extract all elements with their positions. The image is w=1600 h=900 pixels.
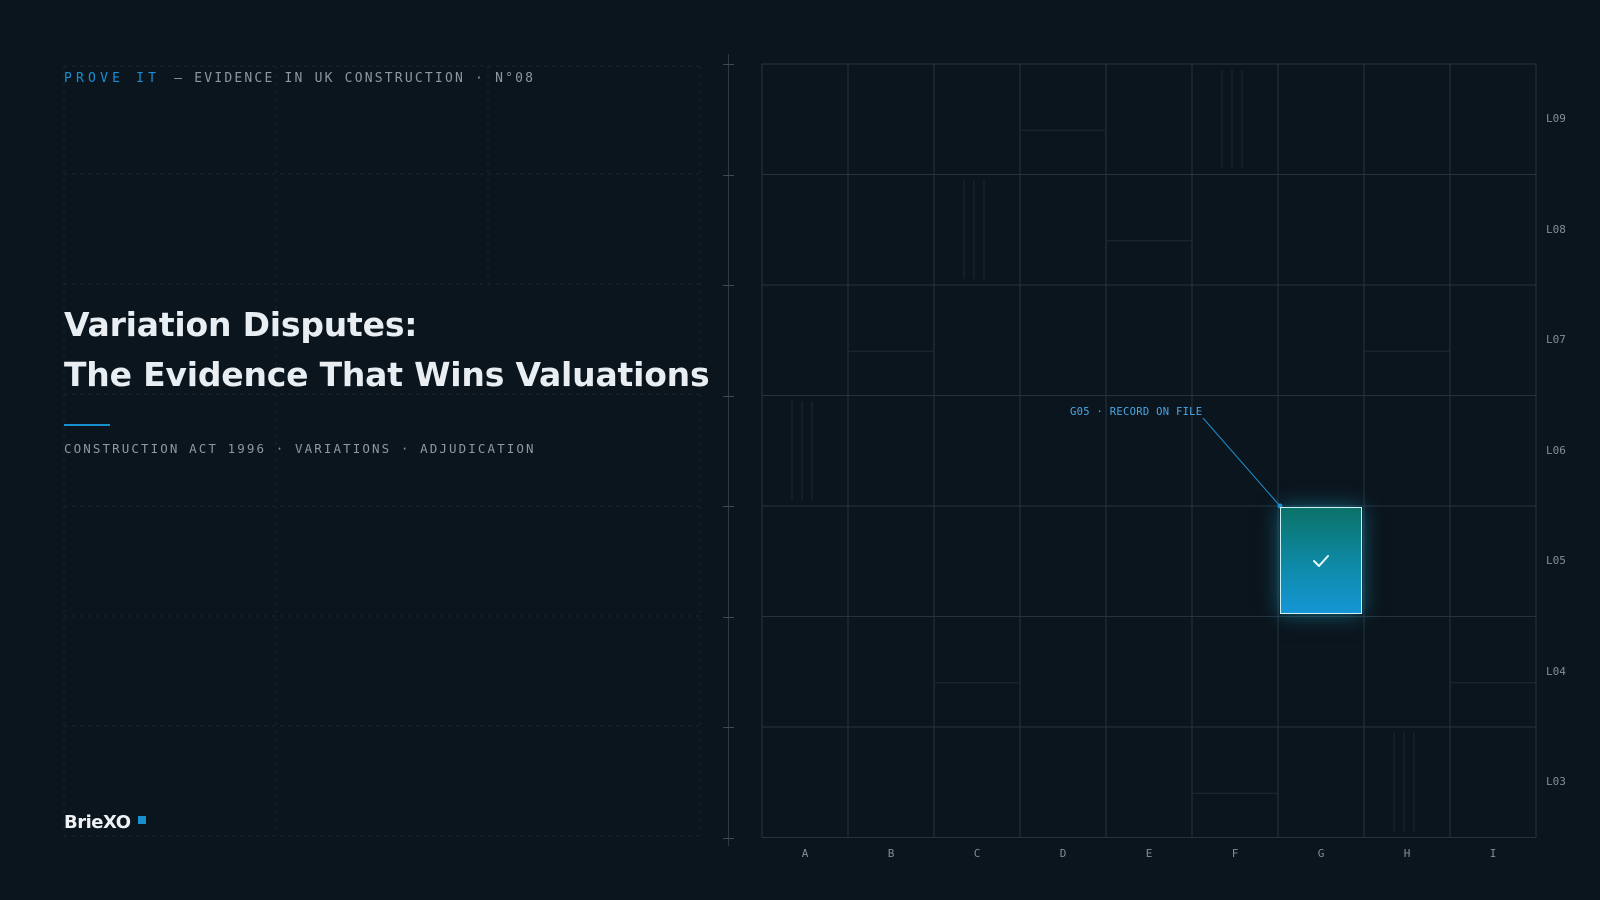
series-kicker: PROVE IT — EVIDENCE IN UK CONSTRUCTION · … [64,71,535,86]
series-subtitle: — EVIDENCE IN UK CONSTRUCTION · N°08 [174,71,536,86]
row-label-l04: L04 [1546,664,1566,678]
page-title: Variation Disputes: The Evidence That Wi… [64,300,710,400]
column-label-d: D [1059,847,1067,860]
ruler-tick [723,616,734,618]
ruler-tick [723,285,734,286]
ruler-tick [723,174,734,176]
accent-rule [64,424,110,426]
ruler-tick [723,395,734,397]
column-label-b: B [887,847,895,860]
topic-tags: CONSTRUCTION ACT 1996 · VARIATIONS · ADJ… [64,441,536,456]
brand-logo: BrieXO [64,812,146,833]
row-label-l08: L08 [1546,222,1566,236]
column-label-e: E [1145,847,1153,860]
callout-label: G05 · RECORD ON FILE [1070,406,1203,418]
callout-leader-line [1202,417,1281,507]
column-label-h: H [1403,847,1411,860]
ruler-tick [723,837,734,839]
ruler-tick [723,64,734,65]
check-icon [1313,554,1329,567]
brand-name: BrieXO [64,812,131,833]
row-label-l09: L09 [1546,112,1566,126]
row-label-l03: L03 [1546,775,1566,789]
row-label-l05: L05 [1546,554,1566,568]
highlight-cell-g05 [1280,507,1362,614]
ruler-tick [723,727,734,728]
column-label-c: C [973,847,981,860]
row-label-l07: L07 [1546,333,1566,347]
column-label-a: A [801,847,809,860]
column-label-f: F [1231,847,1239,860]
title-line-1: Variation Disputes: [64,305,418,344]
grid-frame [761,63,1537,838]
title-line-2: The Evidence That Wins Valuations [64,355,710,394]
brand-square-icon [137,816,146,824]
column-label-g: G [1317,847,1325,860]
vertical-ruler [728,54,729,846]
series-name: PROVE IT [64,71,161,86]
row-label-l06: L06 [1546,443,1566,457]
column-label-i: I [1489,847,1497,860]
ruler-tick [723,506,734,507]
